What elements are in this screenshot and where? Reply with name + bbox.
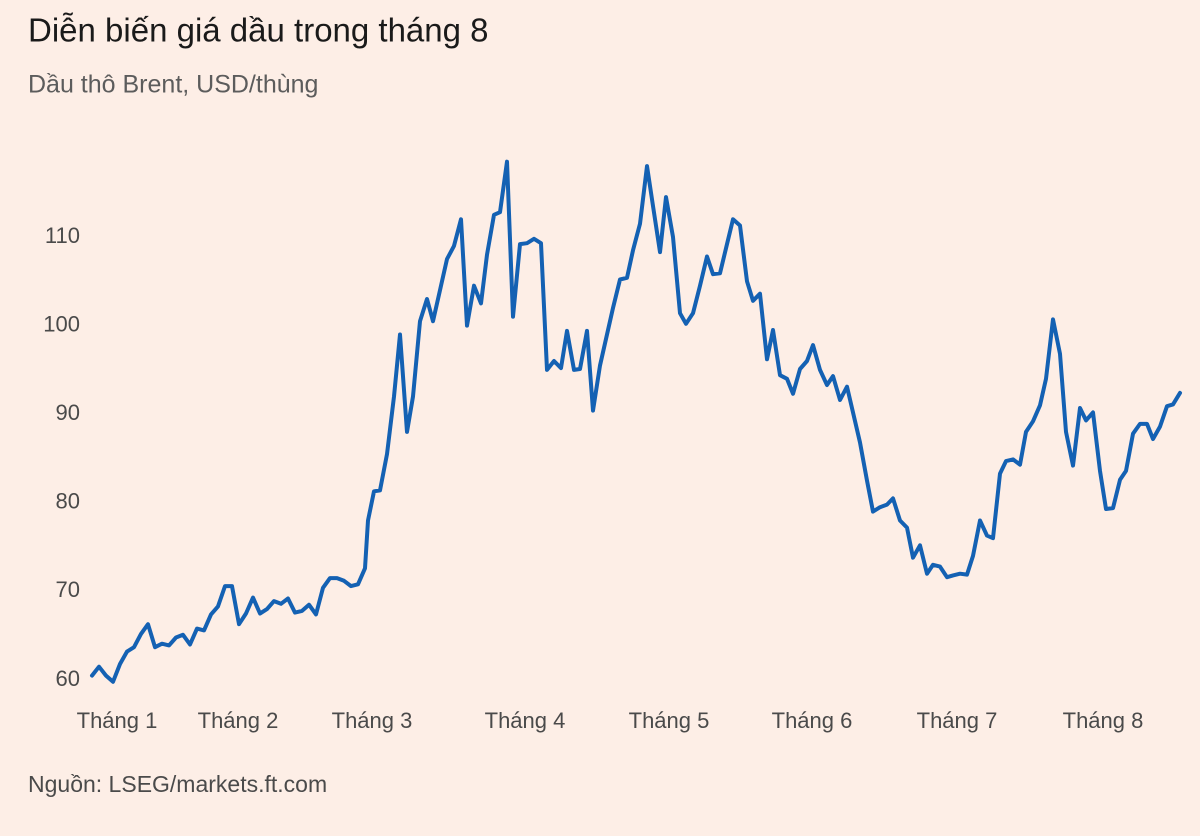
x-tick-label: Tháng 4 bbox=[485, 708, 566, 733]
x-tick-label: Tháng 1 bbox=[77, 708, 158, 733]
chart-title: Diễn biến giá dầu trong tháng 8 bbox=[28, 12, 489, 49]
y-tick-label: 70 bbox=[56, 577, 80, 602]
y-tick-label: 80 bbox=[56, 489, 80, 514]
x-tick-label: Tháng 3 bbox=[332, 708, 413, 733]
y-tick-label: 110 bbox=[45, 223, 80, 248]
source-note: Nguồn: LSEG/markets.ft.com bbox=[28, 771, 327, 797]
x-tick-label: Tháng 2 bbox=[198, 708, 279, 733]
y-tick-label: 100 bbox=[43, 311, 80, 336]
x-tick-label: Tháng 7 bbox=[917, 708, 998, 733]
data-line bbox=[90, 159, 1182, 684]
x-tick-label: Tháng 5 bbox=[629, 708, 710, 733]
y-tick-label: 60 bbox=[56, 666, 80, 691]
chart-subtitle: Dầu thô Brent, USD/thùng bbox=[28, 71, 318, 99]
x-tick-label: Tháng 6 bbox=[772, 708, 853, 733]
y-tick-label: 90 bbox=[56, 400, 80, 425]
x-tick-label: Tháng 8 bbox=[1063, 708, 1144, 733]
